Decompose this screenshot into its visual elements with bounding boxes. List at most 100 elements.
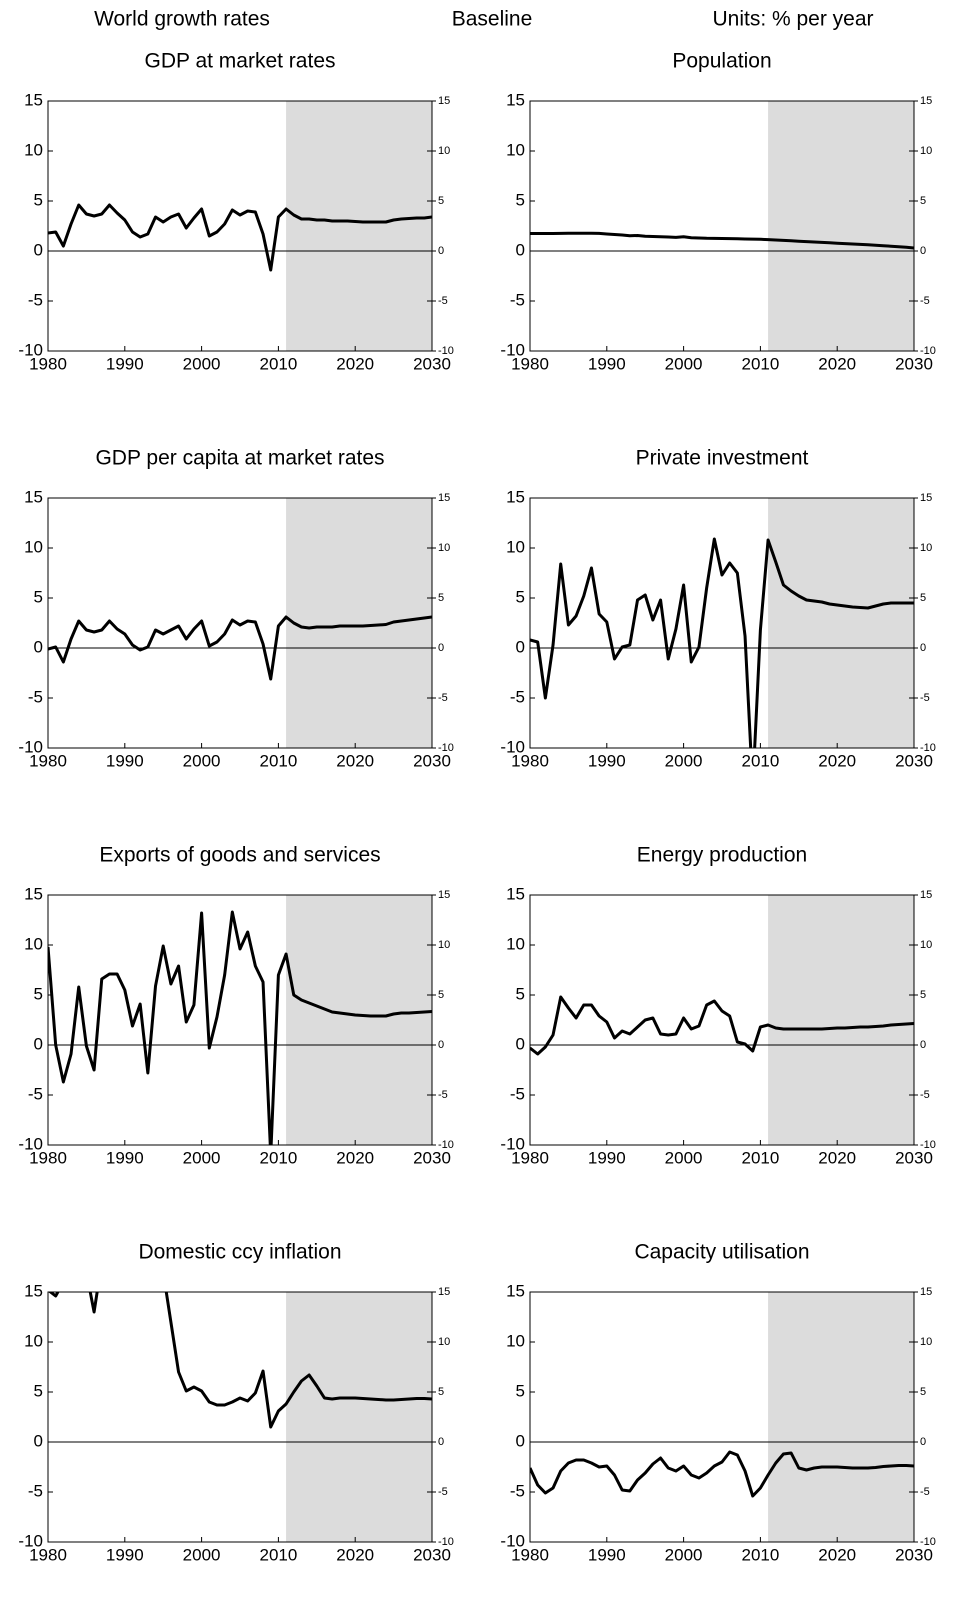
y-tick-label: 0: [516, 240, 525, 259]
y2-tick-label: 0: [920, 1436, 926, 1448]
y2-tick-label: 5: [438, 592, 444, 604]
y-tick-label: 15: [24, 1281, 43, 1300]
chart-panel: GDP at market rates -10 -5 0 5 10 15 -10 -5 0 5 10 1…: [18, 50, 453, 374]
header-scenario: Baseline: [452, 8, 533, 31]
x-tick-label: 2000: [665, 354, 703, 373]
y2-tick-label: 0: [438, 642, 444, 654]
y2-tick-label: 5: [438, 1386, 444, 1398]
forecast-shade: [286, 1292, 432, 1542]
x-tick-label: 2030: [413, 751, 451, 770]
y-tick-label: 15: [506, 884, 525, 903]
y2-tick-label: 10: [920, 145, 932, 157]
y2-tick-label: -10: [438, 1536, 454, 1548]
y2-tick-label: 5: [920, 989, 926, 1001]
y-tick-label: 10: [506, 140, 525, 159]
chart-title: Energy production: [637, 844, 807, 867]
y-tick-label: -10: [500, 737, 525, 756]
forecast-shade: [768, 498, 914, 748]
y-tick-label: 0: [516, 1034, 525, 1053]
y-tick-label: -10: [500, 1134, 525, 1153]
y-tick-label: -5: [510, 687, 525, 706]
y2-tick-label: 5: [438, 989, 444, 1001]
plot-area: [48, 101, 432, 351]
x-tick-label: 2030: [413, 1545, 451, 1564]
y-tick-label: 10: [24, 1331, 43, 1350]
plot-area: [48, 1292, 432, 1542]
y-tick-label: 10: [24, 934, 43, 953]
x-tick-label: 2010: [259, 1148, 297, 1167]
y-tick-label: -10: [18, 1531, 43, 1550]
line-series: [48, 1292, 432, 1429]
y2-tick-label: -10: [920, 742, 936, 754]
y-tick-label: 0: [34, 240, 43, 259]
x-tick-label: 2010: [741, 751, 779, 770]
x-tick-label: 1980: [29, 751, 67, 770]
plot-area: [48, 498, 432, 748]
y-tick-label: -5: [28, 290, 43, 309]
chart-panel: Domestic ccy inflation -10 -5 0 5 10 15 -10 -5 0 5…: [18, 1241, 454, 1565]
y-tick-label: 15: [506, 1281, 525, 1300]
plot-frame: [47, 497, 433, 749]
y-tick-label: -5: [28, 687, 43, 706]
x-tick-label: 1990: [588, 1148, 626, 1167]
y-tick-label: 15: [506, 487, 525, 506]
plot-area: [530, 895, 914, 1145]
x-tick-label: 2030: [895, 1148, 933, 1167]
y-tick-label: 15: [24, 884, 43, 903]
y-tick-label: -10: [18, 737, 43, 756]
y-tick-label: -10: [18, 1134, 43, 1153]
x-tick-label: 2030: [413, 354, 451, 373]
y-tick-label: 5: [34, 984, 43, 1003]
line-series: [530, 1450, 914, 1498]
x-tick-label: 2020: [336, 1545, 374, 1564]
y2-tick-label: -5: [920, 692, 930, 704]
y2-tick-label: 15: [920, 1286, 932, 1298]
y-tick-label: -5: [510, 1084, 525, 1103]
y2-tick-label: 0: [438, 1039, 444, 1051]
line-series: [48, 910, 432, 1145]
y2-tick-label: -5: [438, 1089, 448, 1101]
y-tick-label: 15: [24, 90, 43, 109]
chart-title: Domestic ccy inflation: [138, 1241, 341, 1264]
y2-tick-label: -5: [438, 692, 448, 704]
y-tick-label: 0: [34, 1034, 43, 1053]
x-tick-label: 2000: [665, 1148, 703, 1167]
x-tick-label: 2010: [741, 1545, 779, 1564]
y-tick-label: -5: [510, 1481, 525, 1500]
y-tick-label: 5: [516, 190, 525, 209]
y-tick-label: 15: [506, 90, 525, 109]
line-series: [530, 537, 914, 748]
y2-tick-label: -5: [920, 295, 930, 307]
x-tick-label: 1990: [588, 354, 626, 373]
y2-tick-label: -5: [920, 1089, 930, 1101]
y-tick-label: 10: [24, 537, 43, 556]
x-tick-label: 2020: [336, 354, 374, 373]
plot-frame: [529, 894, 915, 1146]
chart-panel: Exports of goods and services -10 -5 0 5 10 15…: [18, 844, 453, 1168]
y2-tick-label: -10: [920, 1536, 936, 1548]
y2-tick-label: -5: [438, 295, 448, 307]
y2-tick-label: -10: [920, 1139, 936, 1151]
x-tick-label: 1980: [29, 1545, 67, 1564]
y2-tick-label: 0: [438, 245, 444, 257]
plot-frame: [47, 100, 433, 352]
y-tick-label: 0: [34, 637, 43, 656]
x-tick-label: 2010: [259, 354, 297, 373]
y2-tick-label: 10: [920, 542, 932, 554]
x-tick-label: 1980: [511, 1545, 549, 1564]
y2-tick-label: 5: [920, 592, 926, 604]
line-series: [530, 231, 914, 250]
x-tick-label: 1980: [511, 354, 549, 373]
x-tick-label: 1980: [29, 354, 67, 373]
y-tick-label: -10: [500, 340, 525, 359]
x-tick-label: 2000: [183, 354, 221, 373]
forecast-shade: [286, 895, 432, 1145]
y2-tick-label: 10: [438, 1336, 450, 1348]
forecast-shade: [768, 895, 914, 1145]
x-tick-label: 2030: [895, 354, 933, 373]
y2-tick-label: 15: [438, 1286, 450, 1298]
y2-tick-label: -5: [438, 1486, 448, 1498]
y-tick-label: 0: [516, 637, 525, 656]
y2-tick-label: -10: [920, 345, 936, 357]
